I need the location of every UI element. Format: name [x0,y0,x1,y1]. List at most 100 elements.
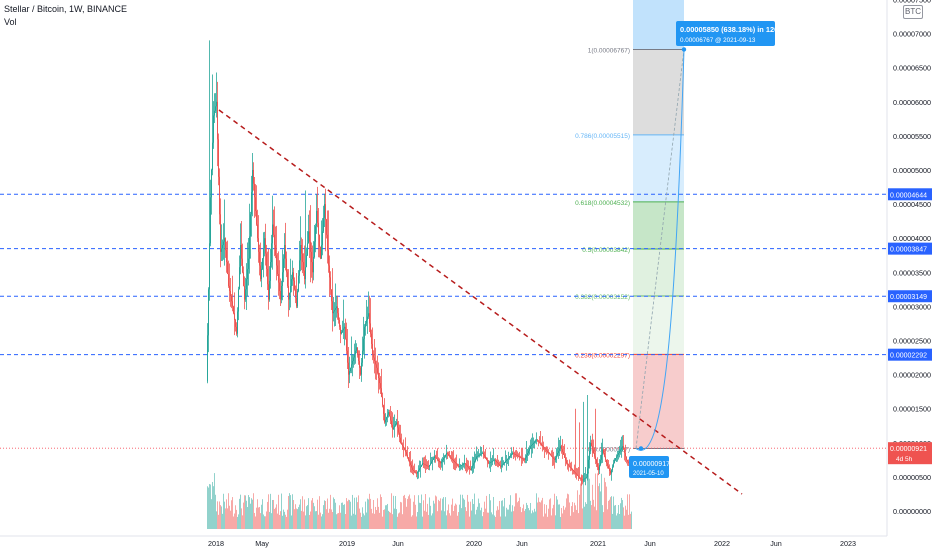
volume-bar [441,510,442,529]
volume-bar [306,506,307,529]
candle-body [427,465,428,467]
volume-bar [410,498,411,529]
candle-body [282,272,283,286]
candle-body [577,474,578,476]
candle-body [603,449,604,454]
volume-bar [623,507,624,529]
candle-body [359,360,360,368]
candle-body [519,456,520,458]
candle-body [305,267,306,280]
volume-bar [379,512,380,529]
candle-body [239,267,240,290]
candle-body [445,454,446,457]
candle-body [399,432,400,438]
volume-bar [567,493,568,529]
candle-body [349,371,350,375]
volume-bar [548,508,549,529]
candle-body [614,459,615,464]
volume-bar [507,509,508,529]
volume-bar [320,512,321,529]
volume-bar [570,515,571,529]
candle-body [352,360,353,365]
volume-bar [527,505,528,529]
volume-bar [589,478,590,529]
candle-body [525,457,526,460]
candle-body [610,470,611,474]
volume-bar [438,499,439,529]
candle-body [261,268,262,280]
volume-bar [455,503,456,529]
candle-body [433,458,434,460]
volume-bar [551,515,552,529]
candle-body [301,245,302,254]
candle-body [436,457,437,459]
symbol-title: Stellar / Bitcoin, 1W, BINANCE [4,4,128,14]
candle-body [584,478,585,480]
volume-bar [433,500,434,529]
candle-body [590,442,591,452]
volume-bar [286,516,287,529]
candle-body [507,458,508,460]
volume-bar [575,505,576,529]
volume-bar [208,487,209,529]
candle-body [621,447,622,450]
candle-body [556,455,557,458]
candle-body [535,440,536,442]
price-tick-label: 0.00002500 [893,337,931,346]
volume-bar [216,511,217,529]
volume-bar [607,509,608,529]
candle-body [295,289,296,298]
volume-bar [499,500,500,529]
candle-body [279,282,280,292]
candle-body [426,464,427,466]
candle-body [343,328,344,331]
candle-body [251,192,252,215]
candle-body [234,313,235,321]
volume-bar [391,493,392,529]
candle-body [435,456,436,458]
candle-body [401,442,402,445]
volume-bar [402,514,403,529]
candle-body [294,280,295,290]
volume-bar [435,495,436,529]
volume-bar [373,499,374,529]
volume-bar [431,515,432,529]
candle-body [627,459,628,462]
volume-bar [348,499,349,529]
candle-body [449,455,450,457]
candle-body [498,463,499,465]
volume-bar [457,515,458,529]
volume-bar [316,511,317,529]
fib-level-label: 0.618(0.00004532) [575,200,630,207]
volume-bar [429,497,430,529]
price-tick-label: 0.00004500 [893,200,931,209]
candle-body [422,463,423,465]
volume-bar [218,514,219,529]
candle-body [447,453,448,455]
volume-bar [229,505,230,529]
volume-bar [303,511,304,529]
volume-bar [595,473,596,529]
candle-body [467,465,468,467]
volume-bar [459,504,460,529]
horizontal-line-price-label: 0.00004644 [890,192,927,199]
currency-badge[interactable]: BTC [903,5,923,19]
candle-body [524,459,525,461]
candle-body [344,326,345,329]
volume-bar [255,516,256,529]
candle-body [622,446,623,448]
candle-body [304,270,305,280]
volume-bar [464,499,465,529]
countdown-label: 4d 5h [896,456,913,463]
candle-body [224,238,225,242]
measure-end-point [681,47,687,52]
candle-body [598,466,599,471]
candle-body [214,110,215,116]
volume-bar [572,502,573,529]
candle-body [628,461,629,464]
candle-body [454,460,455,463]
candle-body [555,457,556,460]
price-tick-label: 0.00002000 [893,371,931,380]
candle-body [306,255,307,268]
